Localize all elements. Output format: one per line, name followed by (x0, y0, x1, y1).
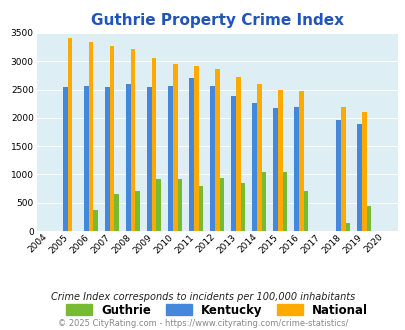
Bar (156, 179, 161, 231)
Bar (219, 178, 224, 231)
Bar (130, 49, 135, 231)
Bar (126, 84, 130, 231)
Bar (84, 86, 89, 231)
Bar (282, 172, 286, 231)
Bar (298, 91, 303, 231)
Bar (63, 87, 68, 231)
Bar (356, 123, 361, 231)
Bar (335, 120, 340, 231)
Title: Guthrie Property Crime Index: Guthrie Property Crime Index (90, 13, 343, 28)
Bar (210, 86, 214, 231)
Bar (177, 179, 182, 231)
Bar (89, 42, 93, 231)
Bar (105, 87, 110, 231)
Bar (114, 194, 119, 231)
Bar (198, 186, 202, 231)
Bar (194, 66, 198, 231)
Bar (110, 46, 114, 231)
Legend: Guthrie, Kentucky, National: Guthrie, Kentucky, National (62, 300, 371, 320)
Bar (261, 172, 266, 231)
Bar (252, 103, 256, 231)
Bar (240, 183, 245, 231)
Bar (168, 86, 173, 231)
Bar (361, 112, 366, 231)
Bar (303, 191, 307, 231)
Bar (273, 108, 277, 231)
Bar (68, 38, 72, 231)
Bar (294, 107, 298, 231)
Bar (340, 107, 345, 231)
Bar (173, 64, 177, 231)
Bar (214, 69, 219, 231)
Bar (147, 87, 151, 231)
Text: © 2025 CityRating.com - https://www.cityrating.com/crime-statistics/: © 2025 CityRating.com - https://www.city… (58, 319, 347, 328)
Bar (235, 77, 240, 231)
Bar (277, 89, 282, 231)
Bar (345, 222, 350, 231)
Bar (93, 210, 98, 231)
Bar (135, 191, 140, 231)
Bar (189, 78, 194, 231)
Bar (151, 58, 156, 231)
Bar (256, 84, 261, 231)
Bar (366, 206, 370, 231)
Bar (231, 96, 235, 231)
Text: Crime Index corresponds to incidents per 100,000 inhabitants: Crime Index corresponds to incidents per… (51, 292, 354, 302)
